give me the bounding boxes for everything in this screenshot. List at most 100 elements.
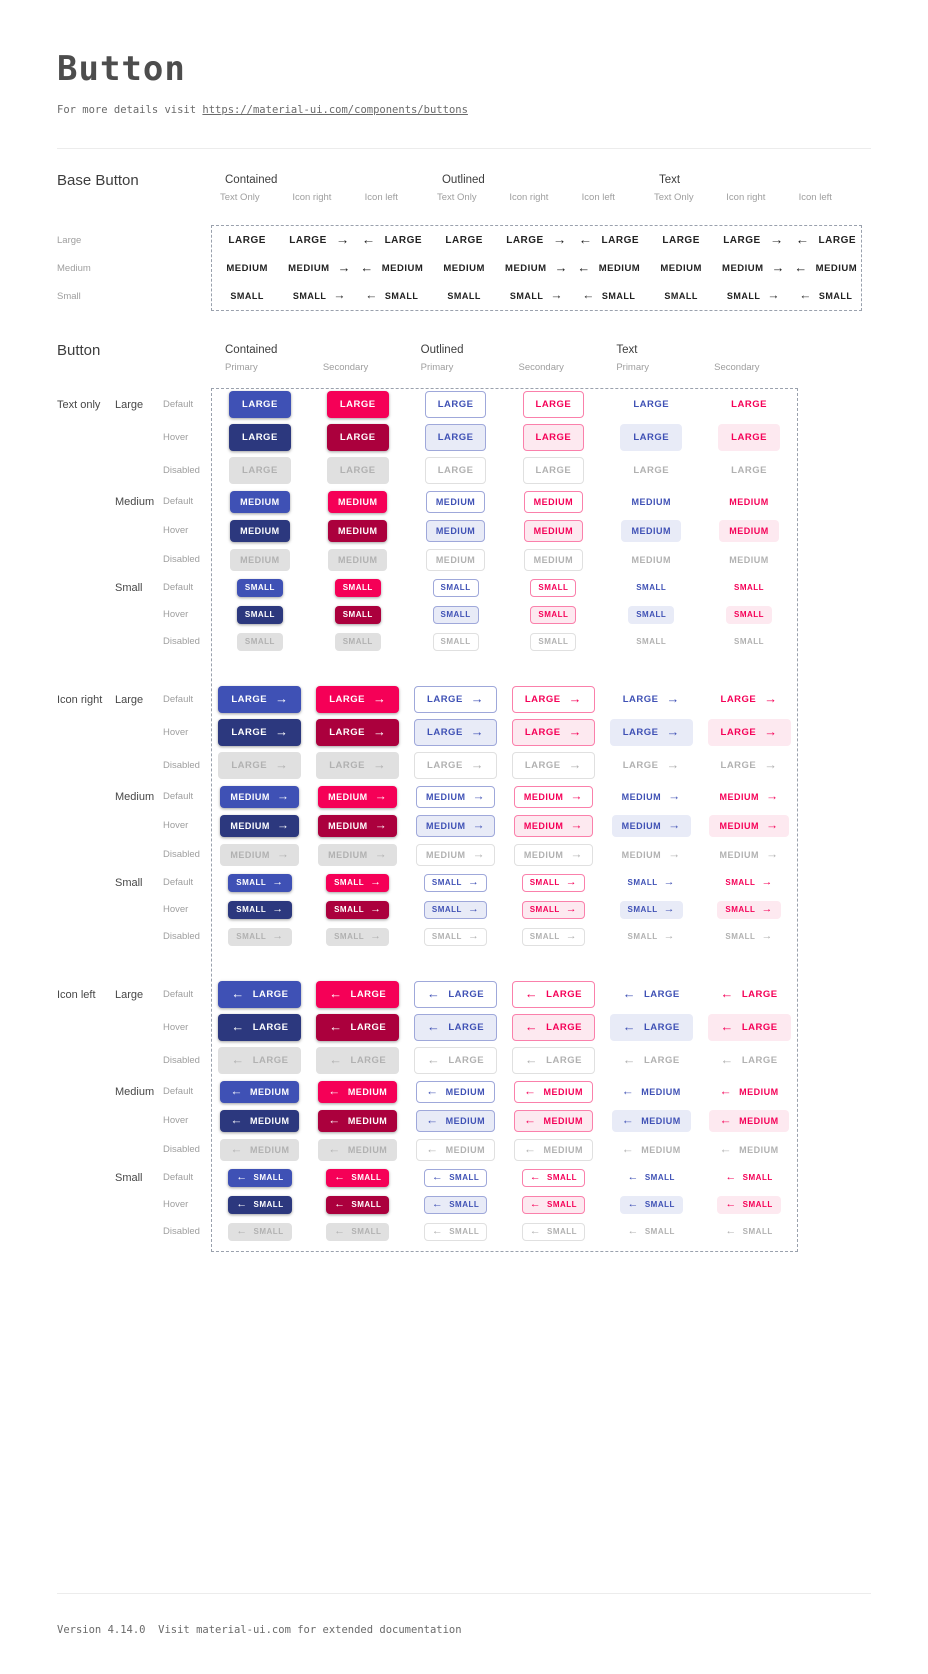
text-primary-medium-default-icon-right-button[interactable]: MEDIUM → xyxy=(612,786,691,808)
contained-secondary-small-hover-icon-right-button[interactable]: SMALL → xyxy=(326,900,390,919)
base-outlined-icon-left-large-button[interactable]: ← LARGE xyxy=(575,232,644,248)
outlined-secondary-large-hover-icon-right-button[interactable]: LARGE → xyxy=(511,719,595,746)
outlined-primary-large-default-text-only-button[interactable]: LARGE xyxy=(424,391,487,418)
text-secondary-medium-default-text-only-button[interactable]: MEDIUM xyxy=(719,491,779,513)
text-secondary-medium-hover-text-only-button[interactable]: MEDIUM xyxy=(719,519,779,542)
text-primary-small-hover-icon-left-button[interactable]: ← SMALL xyxy=(619,1195,683,1214)
text-secondary-medium-default-icon-right-button[interactable]: MEDIUM → xyxy=(709,786,788,808)
text-secondary-medium-default-icon-left-button[interactable]: ← MEDIUM xyxy=(709,1081,788,1103)
contained-primary-large-default-icon-left-button[interactable]: ← LARGE xyxy=(218,981,302,1008)
outlined-primary-medium-hover-text-only-button[interactable]: MEDIUM xyxy=(425,519,486,542)
contained-secondary-medium-default-icon-left-button[interactable]: ← MEDIUM xyxy=(318,1080,398,1103)
contained-secondary-medium-default-icon-right-button[interactable]: MEDIUM → xyxy=(318,785,398,808)
outlined-secondary-small-hover-icon-right-button[interactable]: SMALL → xyxy=(521,900,586,919)
base-contained-icon-right-small-button[interactable]: SMALL → xyxy=(289,289,350,303)
contained-secondary-medium-hover-text-only-button[interactable]: MEDIUM xyxy=(327,519,388,542)
outlined-primary-large-hover-text-only-button[interactable]: LARGE xyxy=(424,424,487,451)
text-primary-large-default-icon-right-button[interactable]: LARGE → xyxy=(610,686,693,713)
text-secondary-small-default-text-only-button[interactable]: SMALL xyxy=(726,579,772,597)
contained-secondary-small-hover-text-only-button[interactable]: SMALL xyxy=(334,605,381,624)
contained-secondary-large-default-icon-right-button[interactable]: LARGE → xyxy=(316,686,400,713)
text-secondary-medium-hover-icon-left-button[interactable]: ← MEDIUM xyxy=(709,1109,789,1132)
outlined-secondary-medium-default-icon-right-button[interactable]: MEDIUM → xyxy=(513,785,593,808)
base-contained-text-only-medium-button[interactable]: MEDIUM xyxy=(222,261,272,276)
contained-primary-medium-hover-text-only-button[interactable]: MEDIUM xyxy=(230,519,290,542)
text-primary-large-default-icon-left-button[interactable]: ← LARGE xyxy=(610,981,693,1008)
text-primary-large-hover-text-only-button[interactable]: LARGE xyxy=(620,424,683,451)
contained-secondary-small-default-icon-left-button[interactable]: ← SMALL xyxy=(326,1168,390,1187)
base-contained-text-only-large-button[interactable]: LARGE xyxy=(224,233,270,248)
outlined-secondary-medium-default-text-only-button[interactable]: MEDIUM xyxy=(523,490,584,513)
text-primary-small-hover-text-only-button[interactable]: SMALL xyxy=(628,605,675,624)
outlined-secondary-large-default-icon-left-button[interactable]: ← LARGE xyxy=(511,981,595,1008)
base-outlined-text-only-small-button[interactable]: SMALL xyxy=(443,289,485,303)
base-contained-icon-left-medium-button[interactable]: ← MEDIUM xyxy=(356,261,427,276)
contained-secondary-large-hover-text-only-button[interactable]: LARGE xyxy=(326,424,389,451)
base-text-icon-right-medium-button[interactable]: MEDIUM → xyxy=(718,261,789,276)
docs-link[interactable]: https://material-ui.com/components/butto… xyxy=(202,104,468,116)
outlined-primary-small-hover-icon-left-button[interactable]: ← SMALL xyxy=(423,1195,488,1214)
outlined-secondary-large-hover-text-only-button[interactable]: LARGE xyxy=(522,424,585,451)
contained-primary-medium-default-icon-left-button[interactable]: ← MEDIUM xyxy=(220,1080,300,1103)
contained-secondary-medium-hover-icon-left-button[interactable]: ← MEDIUM xyxy=(318,1109,398,1132)
text-primary-large-hover-icon-left-button[interactable]: ← LARGE xyxy=(609,1014,693,1041)
text-secondary-large-default-icon-left-button[interactable]: ← LARGE xyxy=(708,981,791,1008)
outlined-secondary-medium-hover-text-only-button[interactable]: MEDIUM xyxy=(523,519,584,542)
outlined-primary-large-default-icon-right-button[interactable]: LARGE → xyxy=(414,686,498,713)
text-primary-medium-hover-icon-left-button[interactable]: ← MEDIUM xyxy=(611,1109,691,1132)
outlined-primary-large-default-icon-left-button[interactable]: ← LARGE xyxy=(414,981,498,1008)
base-outlined-icon-left-medium-button[interactable]: ← MEDIUM xyxy=(573,261,644,276)
text-secondary-small-default-icon-right-button[interactable]: SMALL → xyxy=(717,874,780,892)
base-outlined-icon-right-large-button[interactable]: LARGE → xyxy=(502,232,571,248)
outlined-primary-large-hover-icon-left-button[interactable]: ← LARGE xyxy=(414,1014,498,1041)
contained-primary-large-hover-icon-right-button[interactable]: LARGE → xyxy=(218,719,302,746)
outlined-secondary-small-default-icon-left-button[interactable]: ← SMALL xyxy=(521,1168,586,1187)
base-text-icon-left-medium-button[interactable]: ← MEDIUM xyxy=(790,261,861,276)
base-outlined-text-only-medium-button[interactable]: MEDIUM xyxy=(439,261,489,276)
base-contained-text-only-small-button[interactable]: SMALL xyxy=(226,289,268,303)
contained-primary-large-hover-text-only-button[interactable]: LARGE xyxy=(229,424,291,451)
outlined-primary-large-hover-icon-right-button[interactable]: LARGE → xyxy=(414,719,498,746)
contained-secondary-medium-default-text-only-button[interactable]: MEDIUM xyxy=(327,490,388,513)
outlined-primary-medium-default-icon-right-button[interactable]: MEDIUM → xyxy=(416,785,496,808)
text-secondary-large-hover-icon-right-button[interactable]: LARGE → xyxy=(707,719,791,746)
text-secondary-large-default-icon-right-button[interactable]: LARGE → xyxy=(708,686,791,713)
base-text-icon-left-small-button[interactable]: ← SMALL xyxy=(795,289,856,303)
outlined-primary-small-default-icon-left-button[interactable]: ← SMALL xyxy=(423,1168,488,1187)
text-primary-small-default-icon-left-button[interactable]: ← SMALL xyxy=(620,1169,683,1187)
contained-primary-small-default-icon-right-button[interactable]: SMALL → xyxy=(228,873,292,892)
contained-secondary-large-hover-icon-right-button[interactable]: LARGE → xyxy=(316,719,400,746)
outlined-secondary-large-default-icon-right-button[interactable]: LARGE → xyxy=(511,686,595,713)
outlined-primary-small-hover-text-only-button[interactable]: SMALL xyxy=(432,605,479,624)
contained-secondary-medium-hover-icon-right-button[interactable]: MEDIUM → xyxy=(318,814,398,837)
contained-primary-medium-hover-icon-right-button[interactable]: MEDIUM → xyxy=(220,814,300,837)
contained-primary-small-hover-text-only-button[interactable]: SMALL xyxy=(236,605,283,624)
text-primary-small-hover-icon-right-button[interactable]: SMALL → xyxy=(619,900,683,919)
base-contained-icon-left-small-button[interactable]: ← SMALL xyxy=(361,289,422,303)
contained-primary-small-default-icon-left-button[interactable]: ← SMALL xyxy=(228,1168,292,1187)
text-secondary-small-hover-icon-left-button[interactable]: ← SMALL xyxy=(717,1195,781,1214)
outlined-primary-small-default-icon-right-button[interactable]: SMALL → xyxy=(423,873,488,892)
outlined-primary-medium-hover-icon-left-button[interactable]: ← MEDIUM xyxy=(416,1109,496,1132)
text-primary-large-default-text-only-button[interactable]: LARGE xyxy=(620,391,682,418)
text-secondary-small-hover-icon-right-button[interactable]: SMALL → xyxy=(717,900,781,919)
base-text-icon-right-small-button[interactable]: SMALL → xyxy=(723,289,784,303)
outlined-secondary-small-default-text-only-button[interactable]: SMALL xyxy=(530,578,577,597)
text-primary-medium-default-text-only-button[interactable]: MEDIUM xyxy=(621,491,681,513)
base-contained-icon-right-medium-button[interactable]: MEDIUM → xyxy=(284,261,355,276)
text-secondary-small-default-icon-left-button[interactable]: ← SMALL xyxy=(717,1169,780,1187)
text-secondary-large-hover-icon-left-button[interactable]: ← LARGE xyxy=(707,1014,791,1041)
text-primary-large-hover-icon-right-button[interactable]: LARGE → xyxy=(609,719,693,746)
contained-primary-small-hover-icon-right-button[interactable]: SMALL → xyxy=(228,900,292,919)
text-secondary-large-default-text-only-button[interactable]: LARGE xyxy=(718,391,780,418)
contained-secondary-small-default-icon-right-button[interactable]: SMALL → xyxy=(326,873,390,892)
base-outlined-icon-right-medium-button[interactable]: MEDIUM → xyxy=(501,261,572,276)
contained-secondary-large-default-text-only-button[interactable]: LARGE xyxy=(326,391,389,418)
text-primary-medium-default-icon-left-button[interactable]: ← MEDIUM xyxy=(612,1081,691,1103)
base-text-text-only-small-button[interactable]: SMALL xyxy=(660,289,702,303)
contained-secondary-small-hover-icon-left-button[interactable]: ← SMALL xyxy=(326,1195,390,1214)
base-outlined-text-only-large-button[interactable]: LARGE xyxy=(441,233,487,248)
outlined-secondary-medium-default-icon-left-button[interactable]: ← MEDIUM xyxy=(513,1080,593,1103)
text-primary-medium-hover-icon-right-button[interactable]: MEDIUM → xyxy=(611,814,691,837)
text-primary-small-default-text-only-button[interactable]: SMALL xyxy=(628,579,674,597)
